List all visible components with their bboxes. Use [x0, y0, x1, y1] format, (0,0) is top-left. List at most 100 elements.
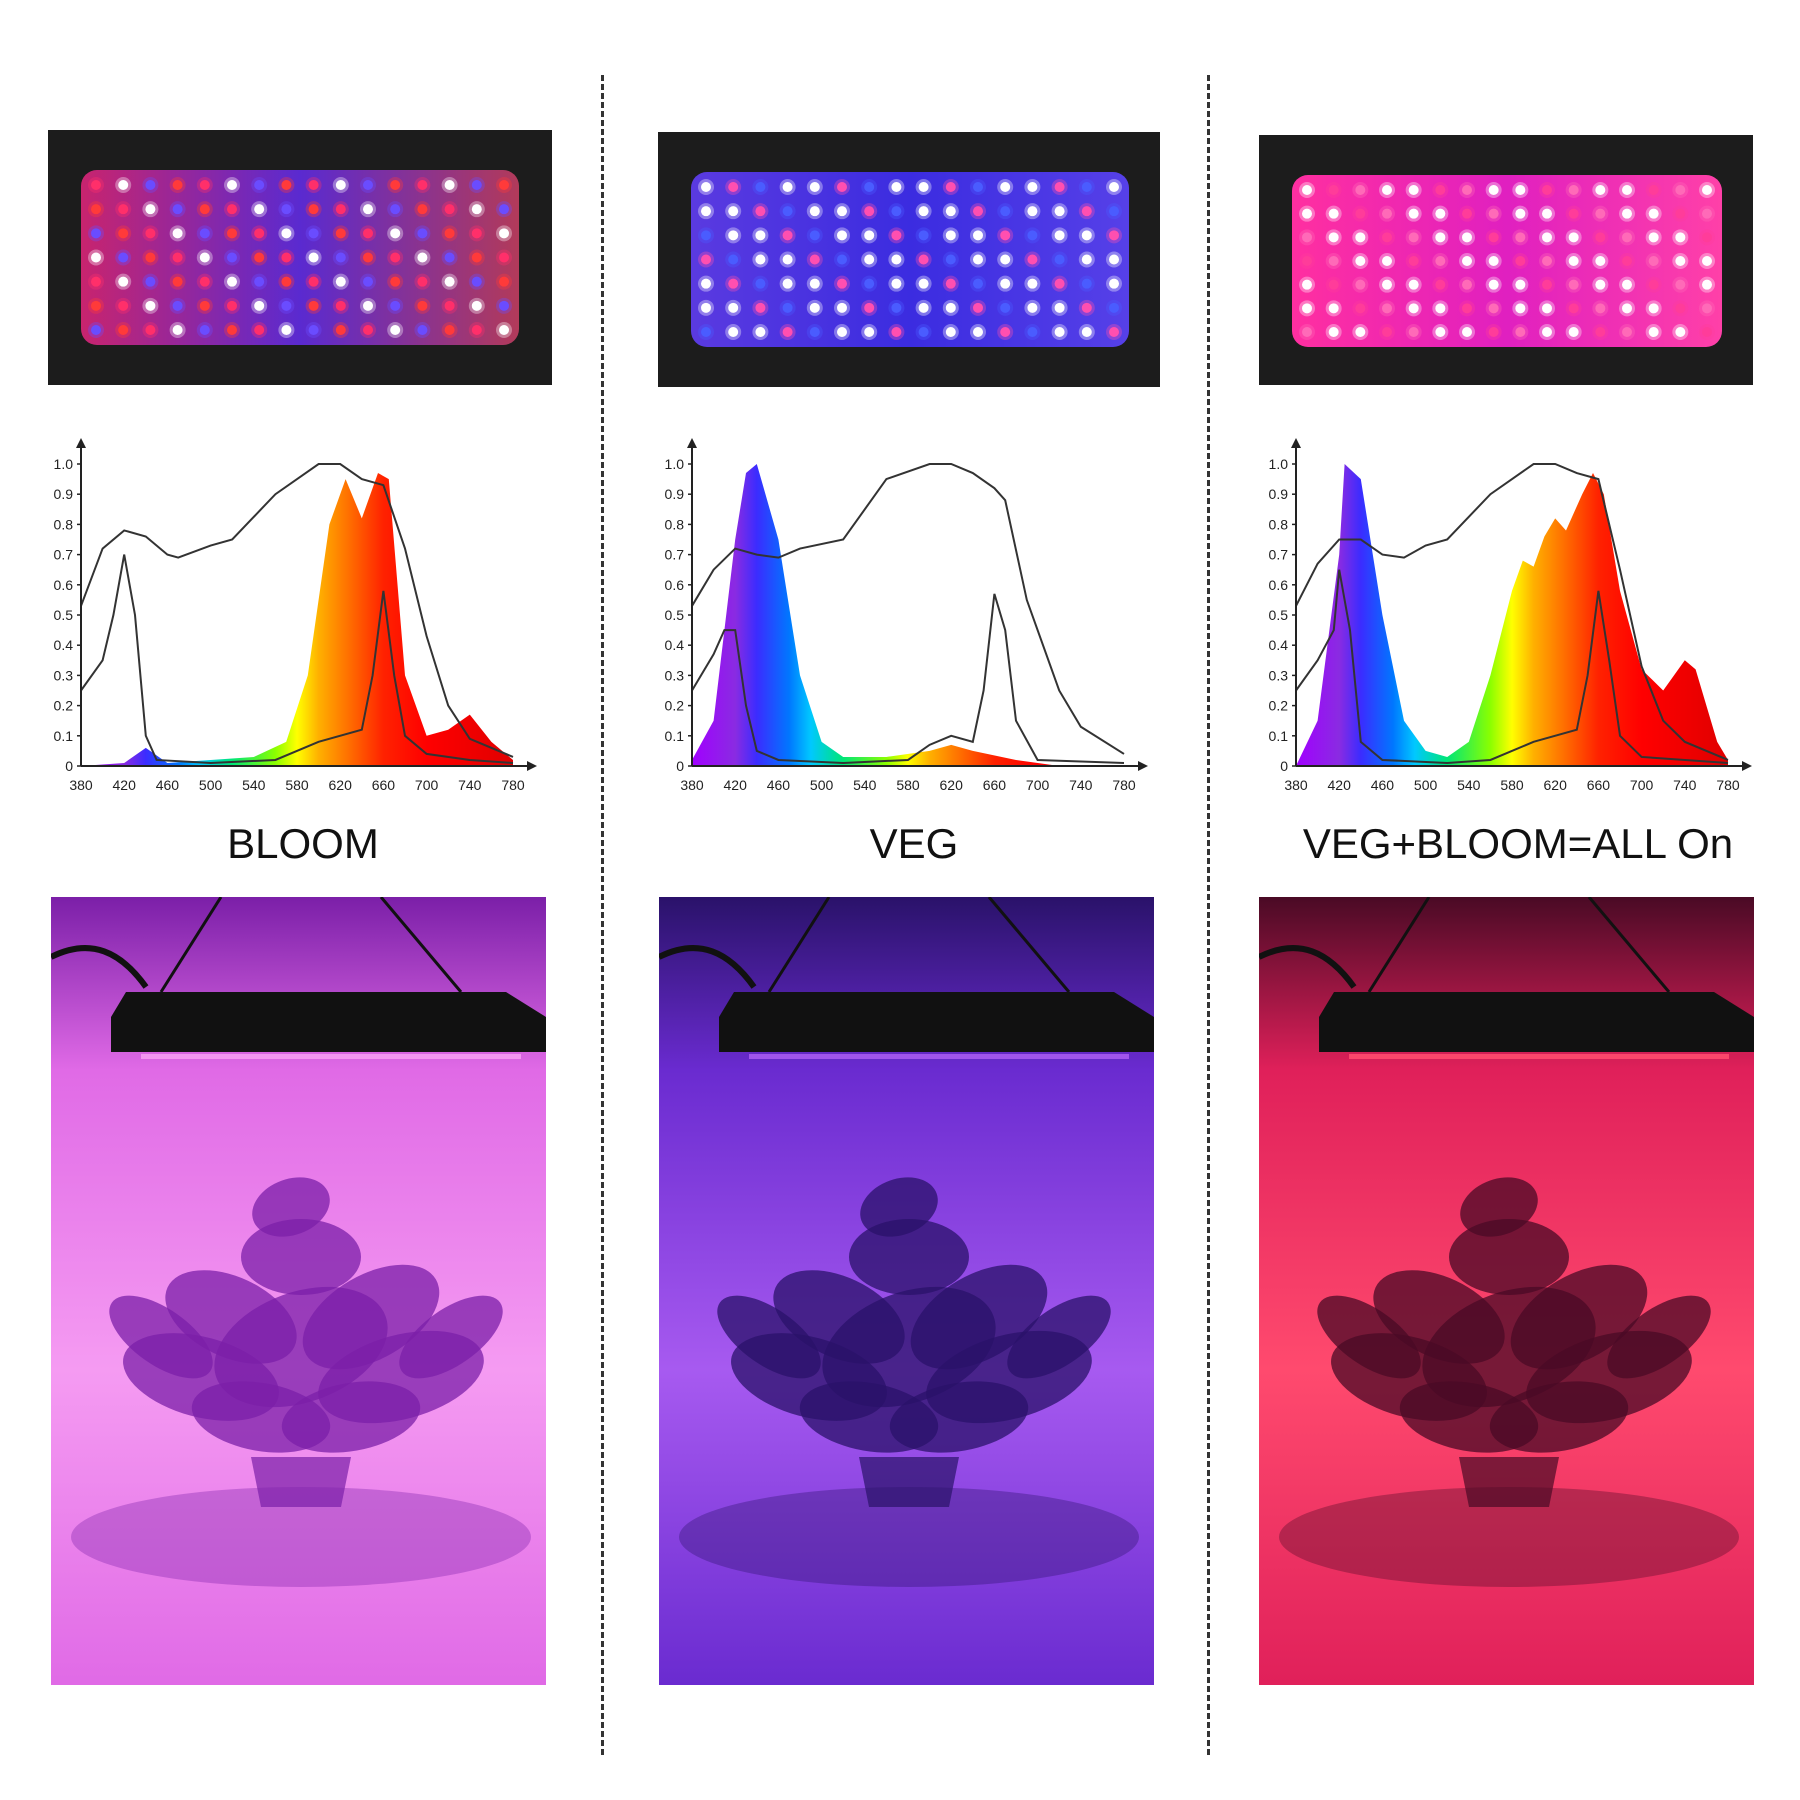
led-dot: [701, 206, 711, 217]
led-dot: [145, 325, 156, 335]
led-dot: [1622, 327, 1632, 337]
led-dot: [390, 252, 401, 263]
led-dot: [254, 300, 265, 311]
led-dot: [1622, 208, 1632, 219]
x-tick-label: 620: [940, 777, 964, 793]
led-dot: [363, 276, 373, 287]
led-dot: [199, 276, 210, 287]
y-tick-label: 0.2: [665, 698, 685, 714]
led-dot: [91, 300, 101, 311]
led-dot: [973, 302, 983, 313]
led-dot: [471, 228, 482, 239]
led-dot: [390, 228, 401, 239]
led-dot: [199, 204, 210, 215]
x-tick-label: 660: [983, 777, 1007, 793]
led-dot: [755, 254, 766, 265]
led-dot: [254, 228, 265, 239]
led-dot: [91, 325, 101, 335]
led-dot: [1081, 327, 1092, 337]
led-dot: [417, 228, 428, 239]
led-dot: [1568, 279, 1579, 290]
led-dot: [945, 206, 956, 217]
led-dot: [444, 252, 455, 263]
y-tick-label: 1.0: [665, 456, 685, 472]
led-dot: [782, 182, 793, 192]
led-dot: [1568, 303, 1579, 314]
led-dot: [308, 204, 319, 215]
led-dot: [1595, 327, 1606, 337]
led-dot: [973, 206, 983, 217]
plant-pot: [1459, 1457, 1559, 1507]
column-all-on: 0 0.1 0.2 0.3 0.4 0.5 0.6 0.7 0.8 0.9 1.0 380 420 460…: [1258, 0, 1778, 1800]
led-dot: [701, 230, 711, 241]
led-dot: [837, 302, 847, 313]
y-tick-label: 0.4: [665, 637, 685, 653]
led-dot: [864, 254, 875, 265]
led-dot: [1648, 185, 1659, 195]
led-dot: [809, 206, 820, 217]
led-dot: [918, 278, 929, 289]
hanging-cable: [1367, 897, 1431, 993]
led-dot: [1568, 232, 1579, 243]
spectrum-area: [81, 473, 513, 766]
led-dot: [755, 206, 766, 217]
led-dot: [837, 254, 847, 265]
led-dot: [973, 278, 983, 289]
plant-pot: [859, 1457, 959, 1507]
led-dot: [199, 300, 210, 311]
led-dot: [782, 278, 793, 289]
x-tick-label: 700: [1630, 777, 1654, 793]
light-panel: [48, 130, 552, 385]
x-tick-label: 780: [501, 777, 525, 793]
led-dot: [1462, 327, 1472, 337]
led-dot: [499, 228, 509, 239]
x-tick-label: 380: [680, 777, 704, 793]
plant-leaf: [717, 1295, 821, 1379]
led-dot: [1000, 230, 1011, 241]
led-dot: [1648, 279, 1659, 290]
x-tick-label: 780: [1112, 777, 1136, 793]
led-dot: [335, 204, 346, 215]
led-dot: [755, 182, 766, 192]
led-array: [1292, 175, 1722, 347]
led-dot: [1000, 206, 1011, 217]
grow-light-photo: [659, 897, 1154, 1685]
x-tick-label: 620: [329, 777, 353, 793]
x-tick-label: 500: [199, 777, 223, 793]
led-dot: [1000, 327, 1011, 337]
led-dot: [335, 325, 346, 335]
led-dot: [891, 206, 902, 217]
led-dot: [782, 230, 793, 241]
led-dot: [471, 300, 482, 311]
led-dot: [1568, 256, 1579, 266]
led-dot: [281, 228, 292, 239]
led-dot: [1462, 256, 1472, 266]
led-dot: [1054, 278, 1065, 289]
led-dot: [1081, 182, 1092, 192]
led-dot: [1702, 303, 1712, 314]
led-dot: [918, 327, 929, 337]
led-dot: [417, 276, 428, 287]
x-axis-arrow: [1138, 761, 1148, 771]
led-dot: [118, 204, 129, 215]
led-dot: [701, 278, 711, 289]
led-dot: [118, 300, 129, 311]
hanging-cable: [767, 897, 831, 993]
led-dot: [837, 182, 847, 192]
led-dot: [1675, 279, 1686, 290]
y-tick-label: 0.5: [1269, 607, 1289, 623]
led-dot: [499, 252, 509, 263]
led-dot: [809, 302, 820, 313]
power-cord: [51, 945, 149, 989]
x-tick-label: 420: [1328, 777, 1352, 793]
led-dot: [254, 204, 265, 215]
led-dot: [1675, 327, 1686, 337]
led-dot: [1515, 327, 1526, 337]
y-tick-label: 0.1: [54, 728, 74, 744]
led-dot: [1595, 185, 1606, 195]
led-dot: [1408, 185, 1419, 195]
led-dot: [1000, 254, 1011, 265]
led-dot: [755, 278, 766, 289]
led-dot: [91, 180, 101, 190]
led-dot: [1382, 279, 1392, 290]
